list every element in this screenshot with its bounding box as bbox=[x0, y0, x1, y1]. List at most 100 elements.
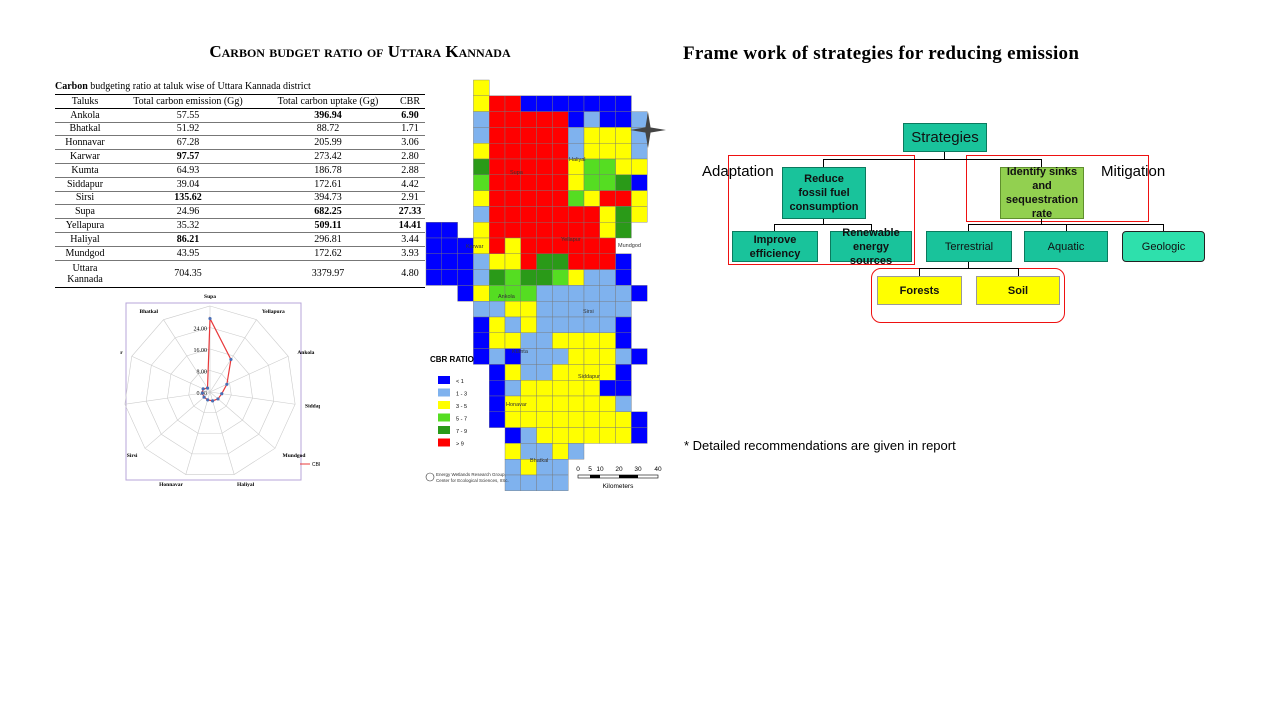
map-cell bbox=[504, 174, 522, 191]
map-cell bbox=[567, 285, 585, 302]
map-cell bbox=[552, 95, 569, 112]
grid-ring bbox=[167, 348, 253, 434]
map-cell bbox=[552, 364, 569, 381]
table-cell: 3.44 bbox=[395, 232, 425, 247]
table-cell: 3379.97 bbox=[260, 260, 396, 288]
map-cell bbox=[536, 332, 553, 349]
map-cell bbox=[599, 395, 616, 413]
map-cell bbox=[536, 190, 553, 207]
map-cell bbox=[615, 174, 632, 191]
legend-swatch bbox=[438, 413, 450, 422]
plot-frame bbox=[125, 302, 302, 481]
table-cell: 273.42 bbox=[260, 149, 396, 164]
legend-swatch bbox=[438, 438, 450, 447]
place-label: Haliyal bbox=[569, 157, 586, 163]
table-cell: 57.55 bbox=[115, 108, 261, 123]
map-cell bbox=[457, 253, 474, 270]
map-cell bbox=[552, 316, 569, 334]
map-cell bbox=[504, 411, 522, 428]
map-cell bbox=[552, 221, 569, 239]
axis-label: Yellapura bbox=[262, 309, 285, 315]
tick-label: 8.00 bbox=[197, 370, 208, 376]
place-label: Supa bbox=[510, 170, 524, 176]
connector bbox=[774, 224, 775, 231]
map-cell bbox=[488, 269, 506, 286]
credit-icon bbox=[425, 472, 435, 482]
table-cell: Ankola bbox=[55, 108, 115, 123]
spoke bbox=[209, 319, 257, 393]
map-cell bbox=[441, 253, 458, 270]
grid-ring bbox=[145, 327, 275, 455]
table-cell: 2.80 bbox=[395, 149, 425, 164]
map-cell bbox=[488, 221, 506, 239]
node: Soil bbox=[976, 276, 1060, 305]
map-cell bbox=[583, 348, 601, 365]
map-cell bbox=[520, 158, 537, 176]
map-cell bbox=[520, 206, 537, 223]
map-cell bbox=[552, 427, 569, 444]
axis-label: Siddapur bbox=[305, 404, 320, 410]
table-cell: 296.81 bbox=[260, 232, 396, 247]
node: Renewable energy sources bbox=[830, 227, 912, 267]
data-point bbox=[202, 395, 206, 399]
map-cell bbox=[504, 427, 522, 444]
map-cell bbox=[583, 380, 601, 397]
map-cell bbox=[599, 206, 616, 223]
map-cell bbox=[615, 380, 632, 397]
axis-label: Karwar bbox=[120, 350, 123, 356]
table-cell: 4.42 bbox=[395, 177, 425, 192]
map-cell bbox=[536, 269, 553, 286]
data-point bbox=[206, 398, 210, 402]
map-cell bbox=[583, 127, 601, 144]
map-cell bbox=[536, 443, 553, 460]
map-cell bbox=[631, 348, 648, 365]
map-cell bbox=[599, 253, 616, 270]
axis-label: Mundgod bbox=[283, 453, 306, 459]
spoke bbox=[209, 356, 289, 393]
map-cell bbox=[567, 316, 585, 334]
map-cell bbox=[520, 174, 537, 191]
map-cell bbox=[488, 127, 506, 144]
map-cell bbox=[567, 95, 585, 112]
map-cell bbox=[567, 269, 585, 286]
map-cell bbox=[441, 269, 458, 286]
scale-bar bbox=[577, 474, 659, 479]
axis-label: Bhatkal bbox=[139, 309, 158, 315]
table-cell: 67.28 bbox=[115, 135, 261, 151]
left-title: Carbon budget ratio of Uttara Kannada bbox=[209, 42, 511, 61]
map-cell bbox=[488, 300, 506, 318]
map-cell bbox=[520, 474, 537, 492]
map-cell bbox=[473, 269, 490, 286]
map-cell bbox=[567, 127, 585, 144]
legend-label: 5 - 7 bbox=[456, 417, 467, 423]
table: Carbon budgeting ratio at taluk wise of … bbox=[55, 81, 425, 288]
map-cell bbox=[567, 253, 585, 270]
map-cell bbox=[599, 95, 616, 112]
map-cell bbox=[488, 316, 506, 334]
note: * Detailed recommendations are given in … bbox=[684, 438, 956, 453]
table-cell: Siddapur bbox=[55, 177, 115, 192]
map-cell bbox=[488, 142, 506, 160]
node: Terrestrial bbox=[926, 231, 1012, 262]
place-label: Karwar bbox=[466, 244, 484, 250]
table-cell: Honnavar bbox=[55, 135, 115, 151]
map-cell bbox=[599, 174, 616, 191]
table-cell: 88.72 bbox=[260, 122, 396, 137]
map-cell bbox=[567, 111, 585, 128]
table-cell: 509.11 bbox=[260, 218, 396, 233]
connector bbox=[1041, 159, 1042, 167]
node: Geologic bbox=[1122, 231, 1205, 262]
map-cell bbox=[488, 395, 506, 413]
data-point bbox=[208, 316, 212, 321]
table-cell: 186.78 bbox=[260, 163, 396, 178]
header-cell: Taluks bbox=[55, 94, 115, 109]
map-cell bbox=[599, 111, 616, 128]
table-row: Karwar 97.57 273.42 2.80 bbox=[55, 149, 425, 164]
axis-label: Sirsi bbox=[127, 453, 138, 459]
place-label: Yellapur bbox=[561, 237, 581, 243]
map-cell bbox=[583, 285, 601, 302]
map-cell bbox=[473, 300, 490, 318]
map-cell bbox=[583, 253, 601, 270]
map-cell bbox=[536, 158, 553, 176]
place-label: Bhatkal bbox=[530, 458, 548, 464]
